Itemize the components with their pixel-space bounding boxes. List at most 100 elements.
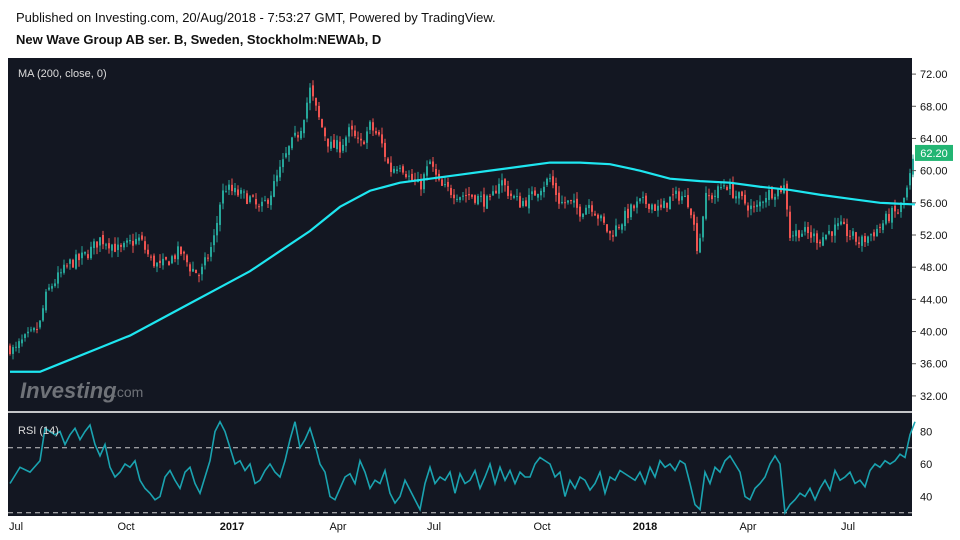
candle-body (591, 205, 593, 212)
candle-body (903, 197, 905, 203)
candle-body (573, 200, 575, 203)
candle-body (465, 195, 467, 197)
candle-body (708, 195, 710, 197)
candle-body (825, 234, 827, 240)
candle-body (213, 235, 215, 246)
time-tick-label: Apr (739, 521, 756, 533)
candle-body (624, 210, 626, 227)
candle-body (462, 195, 464, 197)
candle-body (810, 232, 812, 238)
candle-body (816, 233, 818, 243)
candle-body (429, 161, 431, 165)
candle-body (186, 255, 188, 263)
candle-body (585, 207, 587, 215)
candle-body (906, 187, 908, 198)
candle-body (444, 184, 446, 186)
svg-text:.com: .com (113, 384, 143, 400)
candle-body (333, 139, 335, 148)
candle-body (129, 240, 131, 242)
candle-body (132, 240, 134, 246)
candle-body (21, 339, 23, 344)
candle-body (153, 255, 155, 267)
candle-body (336, 140, 338, 150)
candle-body (564, 202, 566, 204)
candle-body (81, 252, 83, 259)
candle-body (495, 190, 497, 194)
candle-body (735, 196, 737, 199)
candle-body (729, 183, 731, 189)
candle-body (168, 261, 170, 266)
candle-body (678, 191, 680, 201)
candle-body (528, 194, 530, 209)
published-line: Published on Investing.com, 20/Aug/2018 … (16, 10, 496, 25)
candle-body (369, 121, 371, 130)
candle-body (720, 187, 722, 189)
candle-body (723, 185, 725, 187)
candle-body (102, 234, 104, 245)
candle-body (654, 204, 656, 211)
candles (9, 80, 914, 360)
candle-body (15, 346, 17, 348)
candle-body (504, 179, 506, 186)
candle-body (747, 205, 749, 211)
candle-body (405, 174, 407, 178)
candle-body (687, 195, 689, 208)
candle-body (726, 186, 728, 191)
candle-body (840, 221, 842, 225)
svg-text:62.20: 62.20 (920, 148, 948, 160)
candle-body (762, 201, 764, 203)
candle-body (354, 130, 356, 136)
price-tick-label: 56.00 (920, 198, 948, 210)
candle-body (717, 186, 719, 199)
candle-body (768, 190, 770, 200)
candle-body (753, 206, 755, 208)
investing-logo: Investing .com (20, 378, 143, 403)
candle-body (867, 236, 869, 243)
candle-body (819, 241, 821, 244)
candle-body (225, 191, 227, 193)
candle-body (156, 262, 158, 267)
candle-body (111, 244, 113, 251)
candle-body (795, 230, 797, 237)
candle-body (582, 213, 584, 218)
candle-body (57, 272, 59, 284)
candle-body (510, 193, 512, 197)
candle-body (24, 334, 26, 338)
svg-text:Investing: Investing (20, 378, 117, 403)
candle-body (657, 205, 659, 211)
candle-body (849, 235, 851, 237)
candle-body (774, 196, 776, 200)
rsi-tick-label: 80 (920, 427, 932, 439)
candle-body (732, 182, 734, 198)
candle-body (300, 131, 302, 139)
candle-body (234, 187, 236, 193)
rsi-bands (8, 447, 912, 514)
candle-body (255, 198, 257, 205)
candle-body (621, 224, 623, 230)
candle-body (192, 268, 194, 272)
candle-body (222, 190, 224, 204)
candle-body (150, 256, 152, 258)
candle-body (366, 131, 368, 143)
candle-body (90, 246, 92, 259)
candle-body (138, 237, 140, 241)
candle-body (198, 275, 200, 277)
candle-body (123, 242, 125, 248)
candle-body (261, 201, 263, 207)
candle-body (450, 188, 452, 196)
candle-body (645, 195, 647, 205)
candle-body (786, 183, 788, 210)
candle-body (342, 144, 344, 151)
candle-body (147, 249, 149, 255)
candle-body (561, 201, 563, 204)
candle-body (375, 131, 377, 134)
candle-body (765, 198, 767, 203)
candle-body (303, 120, 305, 134)
candle-body (459, 197, 461, 200)
candle-body (648, 203, 650, 210)
candle-body (711, 195, 713, 200)
ma-indicator-label: MA (200, close, 0) (18, 68, 107, 80)
candle-body (69, 259, 71, 264)
candle-body (324, 128, 326, 137)
